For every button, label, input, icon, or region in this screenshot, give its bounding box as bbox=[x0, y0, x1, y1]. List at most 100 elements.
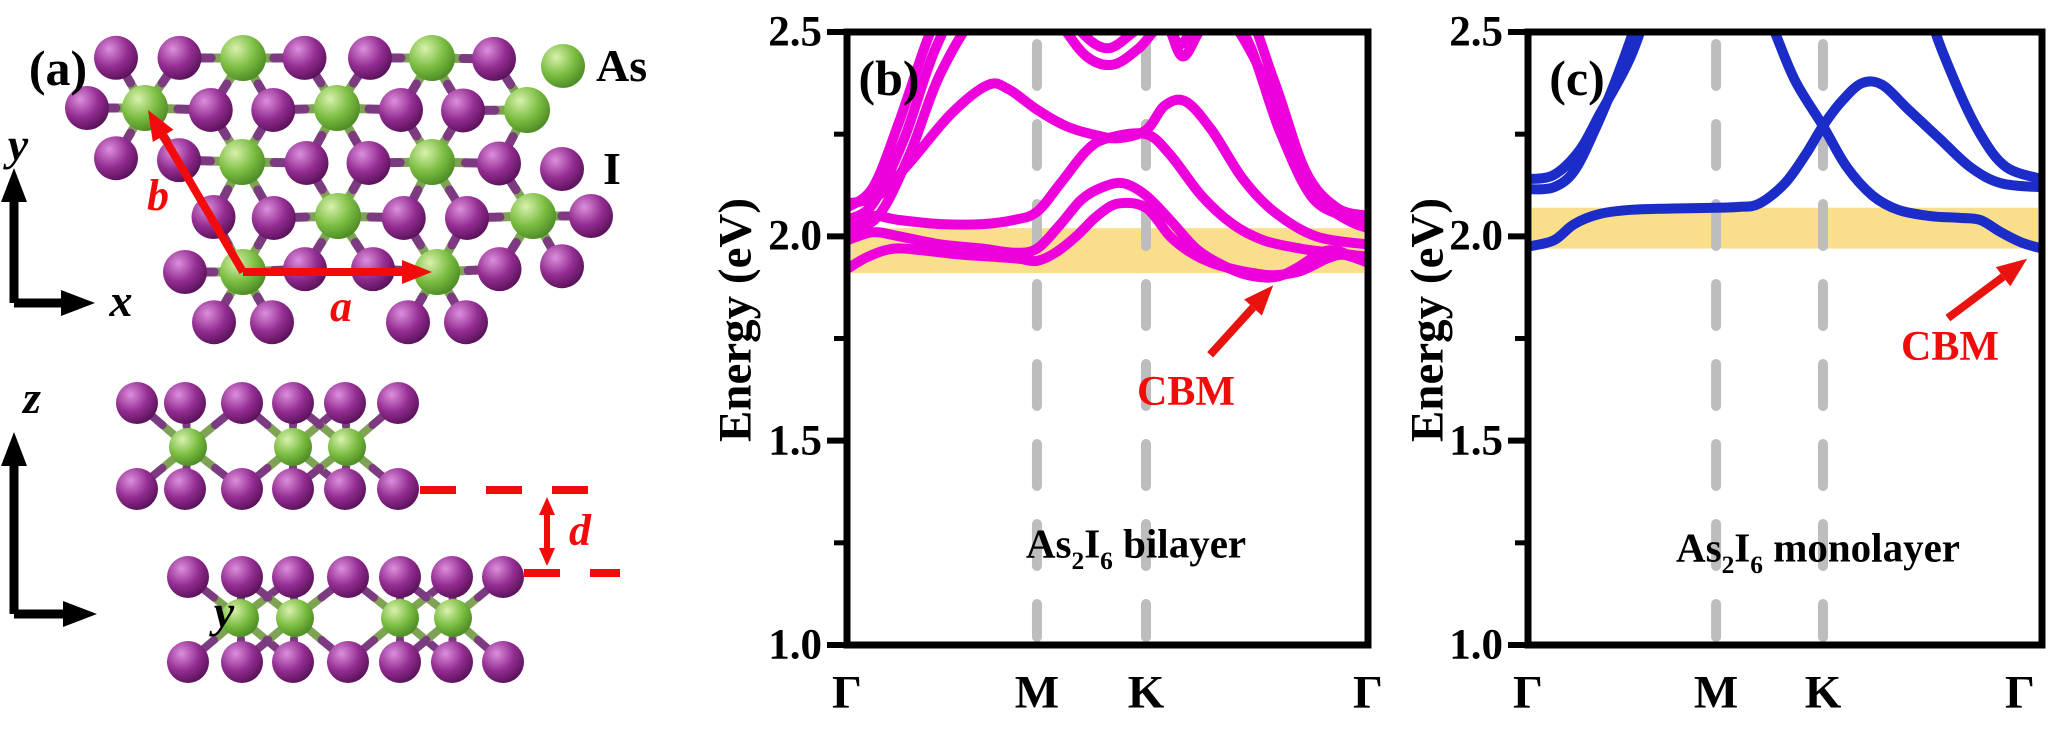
lattice-vector-b-label: b bbox=[147, 171, 169, 220]
iodine-atom bbox=[348, 35, 392, 80]
iodine-atom bbox=[327, 641, 369, 683]
iodine-atom bbox=[327, 556, 369, 598]
arsenic-atom bbox=[274, 428, 312, 466]
k-point-label: Γ bbox=[1353, 666, 1383, 719]
annotation-sub: 6 bbox=[1100, 547, 1113, 576]
y-tick-label: 2.0 bbox=[1449, 212, 1503, 260]
panel-a-label: (a) bbox=[28, 40, 88, 96]
iodine-atom bbox=[379, 87, 423, 132]
iodine-atom bbox=[377, 382, 419, 424]
iodine-atom bbox=[324, 382, 366, 424]
lattice-vectors bbox=[148, 110, 432, 284]
panel-a-structure bbox=[1, 35, 620, 683]
side-axis-z-label: z bbox=[23, 372, 41, 423]
iodine-atom bbox=[431, 556, 473, 598]
annotation-text: bilayer bbox=[1112, 520, 1247, 567]
k-point-label: M bbox=[1014, 666, 1060, 719]
iodine-atom bbox=[192, 300, 236, 345]
arsenic-atom bbox=[328, 428, 366, 466]
iodine-atom bbox=[377, 468, 419, 510]
iodine-atom bbox=[221, 641, 263, 683]
legend bbox=[540, 44, 585, 191]
top-axis-x-label: x bbox=[109, 275, 133, 326]
iodine-atom bbox=[65, 86, 109, 130]
iodine-atom bbox=[116, 468, 158, 510]
arsenic-atom bbox=[434, 599, 472, 637]
panel-c-label: (c) bbox=[1549, 50, 1605, 106]
arsenic-atom bbox=[220, 35, 266, 81]
iodine-atom bbox=[282, 35, 327, 80]
iodine-atom bbox=[94, 35, 138, 80]
band-structure-panel bbox=[1508, 28, 2046, 649]
iodine-atom bbox=[379, 641, 421, 683]
iodine-atom bbox=[167, 641, 209, 683]
arsenic-atom bbox=[414, 249, 460, 295]
arsenic-atom bbox=[314, 85, 360, 131]
iodine-atom bbox=[482, 556, 524, 598]
plot-frame bbox=[1524, 28, 2046, 649]
iodine-atom bbox=[431, 641, 473, 683]
y-tick-label: 1.0 bbox=[1449, 621, 1503, 669]
k-point-label: K bbox=[1127, 666, 1165, 719]
energy-bands bbox=[850, 35, 1365, 283]
iodine-atom bbox=[386, 300, 430, 345]
iodine-atom bbox=[272, 468, 314, 510]
iodine-atom bbox=[94, 136, 138, 181]
energy-band bbox=[1531, 35, 1645, 184]
iodine-atom bbox=[324, 468, 366, 510]
iodine-atom bbox=[477, 141, 521, 186]
iodine-atom bbox=[251, 87, 296, 132]
annotation-text: I bbox=[1084, 520, 1101, 567]
arsenic-atom bbox=[409, 139, 455, 185]
iodine-atom bbox=[167, 556, 209, 598]
iodine-atom bbox=[381, 195, 426, 240]
legend-iodine-icon bbox=[540, 147, 584, 191]
energy-band bbox=[850, 35, 1365, 221]
y-tick-label: 2.0 bbox=[768, 212, 822, 260]
side-view bbox=[116, 382, 620, 683]
iodine-atom bbox=[164, 468, 206, 510]
panel-b-system-annotation: As2I6 bilayer bbox=[1026, 520, 1247, 576]
k-point-label: K bbox=[1804, 666, 1842, 719]
energy-band bbox=[850, 128, 1365, 262]
energy-band bbox=[1770, 35, 2039, 253]
arsenic-atom bbox=[276, 599, 314, 637]
legend-i-label: I bbox=[603, 143, 621, 194]
interlayer-distance-label: d bbox=[569, 506, 591, 555]
y-tick-label: 1.0 bbox=[768, 621, 822, 669]
energy-bands bbox=[1531, 35, 2039, 253]
iodine-atom bbox=[441, 88, 485, 133]
top-view-atoms bbox=[65, 35, 613, 345]
panel-c-system-annotation: As2I6 monolayer bbox=[1676, 524, 1960, 579]
y-tick-label: 1.5 bbox=[768, 417, 822, 465]
iodine-atom bbox=[251, 195, 296, 240]
arsenic-atom bbox=[315, 193, 361, 239]
annotation-text: monolayer bbox=[1762, 524, 1960, 571]
iodine-atom bbox=[569, 194, 613, 238]
panel-b-label: (b) bbox=[858, 50, 920, 106]
arsenic-atom bbox=[221, 599, 259, 637]
iodine-atom bbox=[482, 641, 524, 683]
top-view-axes bbox=[1, 168, 95, 316]
iodine-atom bbox=[445, 195, 489, 240]
iodine-atom bbox=[221, 556, 263, 598]
energy-band bbox=[850, 197, 1365, 281]
iodine-atom bbox=[157, 35, 202, 80]
annotation-text: I bbox=[1734, 524, 1751, 571]
iodine-atom bbox=[188, 87, 233, 132]
y-tick-label: 2.5 bbox=[1449, 8, 1503, 56]
panel-b-cbm-annotation: CBM bbox=[1137, 369, 1235, 415]
iodine-atom bbox=[163, 250, 207, 294]
energy-band bbox=[1931, 35, 2039, 184]
lattice-vector-a-label: a bbox=[330, 282, 352, 331]
arsenic-atom bbox=[169, 428, 207, 466]
side-view-axes bbox=[1, 432, 97, 627]
energy-band bbox=[850, 177, 1365, 283]
iodine-atom bbox=[250, 300, 294, 345]
iodine-atom bbox=[472, 36, 516, 81]
k-point-label: Γ bbox=[2005, 666, 2035, 719]
annotation-text: As bbox=[1676, 524, 1722, 571]
iodine-atom bbox=[272, 556, 314, 598]
iodine-atom bbox=[116, 382, 158, 424]
